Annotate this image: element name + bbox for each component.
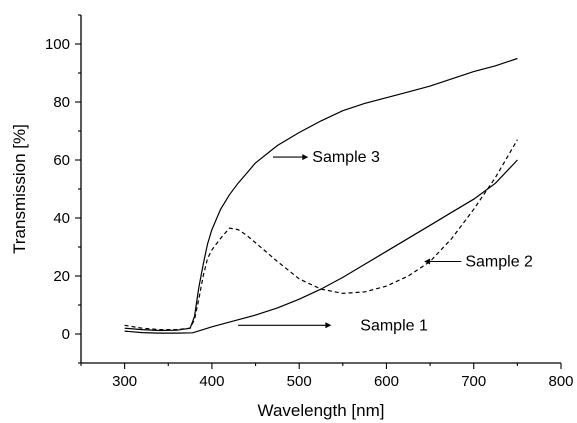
series-line-sample-1: [124, 159, 518, 334]
x-tick-label: 400: [199, 373, 224, 390]
x-tick-label: 600: [374, 373, 399, 390]
y-axis-title: Transmission [%]: [10, 124, 29, 254]
y-tick-label: 100: [45, 36, 70, 53]
annotation-sample-2-label: Sample 2: [465, 254, 533, 271]
x-tick-label: 700: [461, 373, 486, 390]
series-line-sample-3: [124, 57, 518, 332]
y-tick-label: 40: [53, 210, 70, 227]
annotation-sample-3-arrowhead: [302, 154, 309, 161]
y-tick-label: 60: [53, 152, 70, 169]
x-tick-label: 300: [112, 373, 137, 390]
y-tick-label: 20: [53, 268, 70, 285]
annotation-sample-1-arrowhead: [325, 322, 332, 329]
annotation-sample-1-label: Sample 1: [360, 317, 428, 334]
y-tick-label: 80: [53, 94, 70, 111]
annotation-sample-2-arrowhead: [424, 258, 431, 265]
series-group: [124, 57, 518, 334]
axes: 300 400 500 600 700 800 0 20 40 60 80 100: [45, 14, 574, 390]
x-axis-title: Wavelength [nm]: [258, 401, 385, 420]
x-tick-label: 500: [287, 373, 312, 390]
series-line-sample-2: [124, 139, 518, 331]
annotation-sample-3-label: Sample 3: [312, 149, 380, 166]
y-tick-label: 0: [62, 326, 70, 343]
annotations: Sample 3 Sample 2 Sample 1: [238, 149, 533, 334]
x-tick-label: 800: [548, 373, 573, 390]
